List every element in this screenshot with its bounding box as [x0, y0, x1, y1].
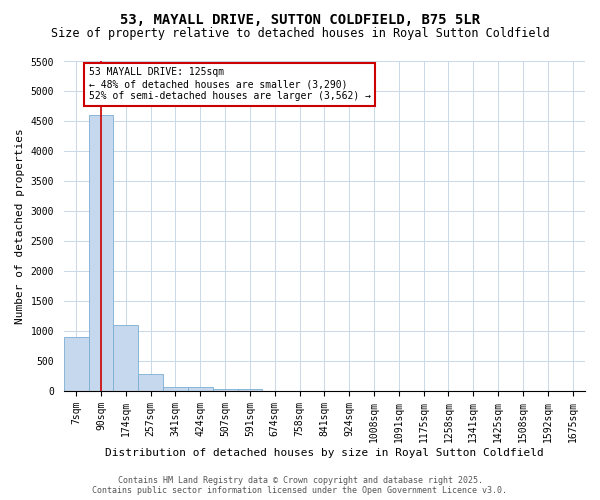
Text: 53, MAYALL DRIVE, SUTTON COLDFIELD, B75 5LR: 53, MAYALL DRIVE, SUTTON COLDFIELD, B75 … [120, 12, 480, 26]
Text: 53 MAYALL DRIVE: 125sqm
← 48% of detached houses are smaller (3,290)
52% of semi: 53 MAYALL DRIVE: 125sqm ← 48% of detache… [89, 68, 371, 100]
Bar [188, 387, 212, 391]
Bar [64, 337, 89, 391]
Bar [113, 325, 138, 391]
Bar [89, 116, 113, 391]
Bar [138, 374, 163, 391]
Bar [163, 386, 188, 391]
Y-axis label: Number of detached properties: Number of detached properties [15, 128, 25, 324]
X-axis label: Distribution of detached houses by size in Royal Sutton Coldfield: Distribution of detached houses by size … [105, 448, 544, 458]
Bar [238, 390, 262, 391]
Text: Contains HM Land Registry data © Crown copyright and database right 2025.
Contai: Contains HM Land Registry data © Crown c… [92, 476, 508, 495]
Text: Size of property relative to detached houses in Royal Sutton Coldfield: Size of property relative to detached ho… [50, 28, 550, 40]
Bar [212, 388, 238, 391]
